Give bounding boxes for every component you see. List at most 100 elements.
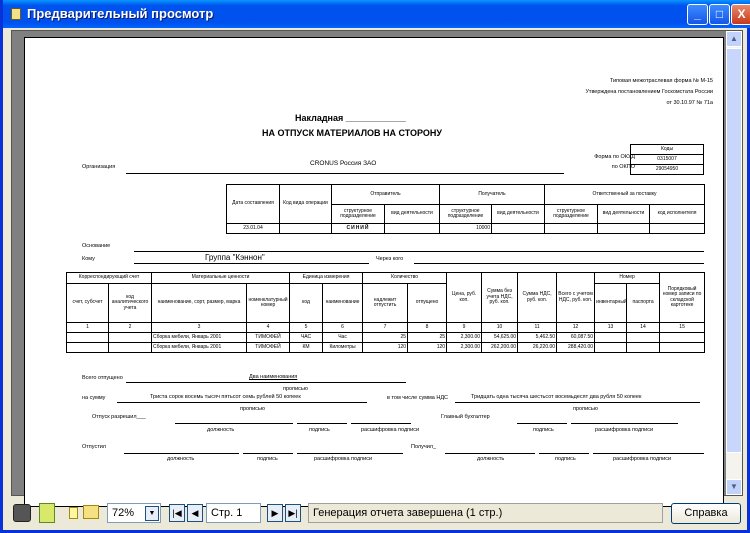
table-cell: Сборка мебели, Январь 2001 xyxy=(151,332,248,343)
doc-subtitle: НА ОТПУСК МАТЕРИАЛОВ НА СТОРОНУ xyxy=(262,128,443,138)
form-header: Типовая межотраслевая форма № М-15 Утвер… xyxy=(585,76,713,109)
table-cell: 120 xyxy=(407,342,448,353)
column-number: 11 xyxy=(517,322,558,333)
column-number: 8 xyxy=(407,322,448,333)
table-cell xyxy=(659,332,706,343)
hdr-price: Цена, руб. коп. xyxy=(446,272,483,323)
codes-header: Коды xyxy=(630,144,704,155)
okpo-code: 29054950 xyxy=(630,164,704,175)
via-label: Через кого xyxy=(376,256,404,262)
sum-label: на сумму xyxy=(82,395,106,401)
minimize-button[interactable]: _ xyxy=(687,4,708,25)
column-number: 15 xyxy=(659,322,706,333)
column-header: инвентарный xyxy=(594,283,628,323)
preview-toolbar: 72% ▼ |◀ ◀ Стр. 1 ▶ ▶| Генерация отчета … xyxy=(3,497,747,530)
table-cell: 2,300.00 xyxy=(446,332,483,343)
table-cell: 120 xyxy=(362,342,409,353)
total-label: Всего отпущено xyxy=(82,375,123,381)
hdr-struct: структурное подразделение xyxy=(439,204,492,224)
zoom-value: 72% xyxy=(112,507,135,519)
table-cell xyxy=(107,342,153,353)
vertical-scrollbar[interactable]: ▲ ▼ xyxy=(726,31,742,495)
okud-label: Форма по ОКУД xyxy=(594,154,635,160)
column-number: 4 xyxy=(246,322,291,333)
table-cell: 262,200.00 xyxy=(481,342,519,353)
column-number: 6 xyxy=(322,322,364,333)
table-cell: 60,087.50 xyxy=(556,332,596,343)
accountant-label: Главный бухгалтер xyxy=(441,414,490,420)
scroll-up-button[interactable]: ▲ xyxy=(726,31,742,47)
column-header: код xyxy=(289,283,324,323)
table-cell: 26,220.00 xyxy=(517,342,558,353)
issued-label: Отпустил xyxy=(82,444,107,450)
okud-code: 0315007 xyxy=(630,154,704,165)
hdr-activity: вид деятельности xyxy=(491,204,545,224)
position-caption: должность xyxy=(167,456,195,462)
first-page-button[interactable]: |◀ xyxy=(169,504,185,522)
table-cell xyxy=(107,332,153,343)
hdr-struct: структурное подразделение xyxy=(544,204,598,224)
table-cell xyxy=(594,332,628,343)
two-pages-icon[interactable] xyxy=(83,505,99,519)
decoding-caption: расшифровка подписи xyxy=(613,456,672,462)
status-field: Генерация отчета завершена (1 стр.) xyxy=(308,503,663,523)
table-cell: ТИМОФЕЙ xyxy=(246,342,291,353)
scroll-thumb[interactable] xyxy=(726,48,742,453)
hdr-date: Дата составления xyxy=(226,184,280,224)
next-page-button[interactable]: ▶ xyxy=(267,504,283,522)
basis-label: Основание xyxy=(82,243,111,249)
sender-struct-value: СИНИЙ xyxy=(331,223,385,234)
column-header: отпущено xyxy=(407,283,448,323)
form-header-line: Типовая межотраслевая форма № М-15 xyxy=(609,78,713,84)
decoding-caption: расшифровка подписи xyxy=(361,427,420,433)
receiver-struct-value: 10000 xyxy=(439,223,492,234)
help-button[interactable]: Справка xyxy=(671,503,741,524)
decoding-caption: расшифровка подписи xyxy=(314,456,373,462)
table-cell xyxy=(66,332,109,343)
table-cell: 25 xyxy=(362,332,409,343)
signature-caption: подпись xyxy=(309,427,330,433)
close-button[interactable]: X xyxy=(731,4,750,25)
title-bar[interactable]: Предварительный просмотр _ □ X xyxy=(3,0,750,28)
header-table: Дата составления Код вида операции Отправи… xyxy=(226,184,706,234)
document-page: Типовая межотраслевая форма № М-15 Утвер… xyxy=(24,37,724,507)
org-label: Организация xyxy=(82,164,116,170)
table-cell: 288,420.00 xyxy=(556,342,596,353)
page-field[interactable]: Стр. 1 xyxy=(206,503,261,523)
prev-page-button[interactable]: ◀ xyxy=(187,504,203,522)
hdr-activity: вид деятельности xyxy=(384,204,440,224)
column-header: паспорта xyxy=(626,283,661,323)
hdr-qty: Количество xyxy=(362,272,448,284)
single-page-icon[interactable] xyxy=(69,507,78,519)
column-number: 3 xyxy=(151,322,248,333)
hdr-total: Всего с учетом НДС, руб. коп. xyxy=(556,272,596,323)
form-header-line: Утверждена постановлением Госкомстата Ро… xyxy=(585,89,713,95)
column-header: наименование, сорт, размер, марка xyxy=(151,283,248,323)
vat-label: в том числе сумма НДС xyxy=(387,395,449,401)
table-cell: ТИМОФЕЙ xyxy=(246,332,291,343)
table-cell: 2,300.00 xyxy=(446,342,483,353)
signature-caption: подпись xyxy=(555,456,576,462)
org-name: CRONUS Россия ЗАО xyxy=(310,160,377,167)
table-cell: Километры xyxy=(322,342,364,353)
column-number: 9 xyxy=(446,322,483,333)
scroll-down-button[interactable]: ▼ xyxy=(726,479,742,495)
table-cell xyxy=(66,342,109,353)
hdr-material: Материальные ценности xyxy=(151,272,291,284)
maximize-button[interactable]: □ xyxy=(709,4,730,25)
table-cell xyxy=(659,342,706,353)
in-words-caption: прописью xyxy=(283,386,308,392)
zoom-dropdown-button[interactable]: ▼ xyxy=(145,506,159,521)
table-cell: 54,625.00 xyxy=(481,332,519,343)
allowed-label: Отпуск разрешил___ xyxy=(92,414,146,420)
column-header: наименование xyxy=(322,283,364,323)
table-cell: 25 xyxy=(407,332,448,343)
hdr-op-code: Код вида операции xyxy=(279,184,332,224)
export-icon[interactable] xyxy=(39,503,55,523)
table-cell: Сборка мебели, Январь 2001 xyxy=(151,342,248,353)
print-icon[interactable] xyxy=(13,504,31,522)
signature-caption: подпись xyxy=(257,456,278,462)
last-page-button[interactable]: ▶| xyxy=(285,504,301,522)
hdr-record: Порядковый номер записи по складской кар… xyxy=(659,272,706,323)
